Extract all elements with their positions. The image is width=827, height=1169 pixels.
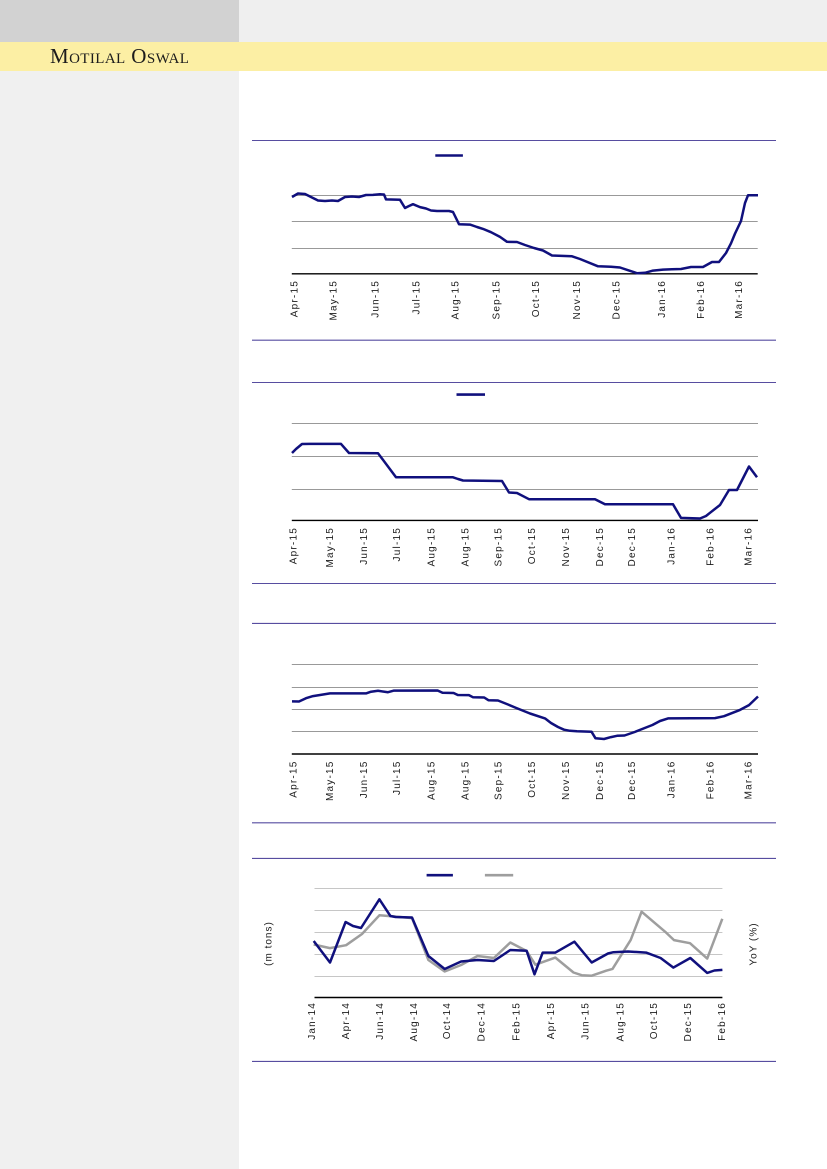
svg-text:Sep-15: Sep-15: [492, 280, 503, 319]
svg-text:Feb-16: Feb-16: [706, 527, 717, 566]
svg-text:Apr-14: Apr-14: [341, 1002, 352, 1039]
svg-text:Oct-15: Oct-15: [531, 280, 542, 317]
svg-text:Feb-16: Feb-16: [696, 280, 707, 319]
svg-text:Jun-15: Jun-15: [581, 1002, 592, 1040]
svg-text:Jun-14: Jun-14: [375, 1002, 386, 1040]
svg-text:Aug-15: Aug-15: [460, 527, 471, 566]
svg-text:May-15: May-15: [325, 761, 336, 802]
svg-text:Dec-15: Dec-15: [612, 280, 623, 319]
svg-text:Jul-15: Jul-15: [392, 527, 403, 561]
svg-text:Dec-15: Dec-15: [595, 527, 606, 566]
svg-text:Jul-15: Jul-15: [392, 761, 403, 795]
svg-text:(m tons): (m tons): [264, 921, 275, 966]
svg-text:Motilal Oswal: Motilal Oswal: [50, 44, 189, 68]
svg-text:Sep-15: Sep-15: [493, 527, 504, 566]
svg-text:Dec-15: Dec-15: [683, 1002, 694, 1041]
svg-text:Oct-15: Oct-15: [649, 1002, 660, 1039]
svg-text:Aug-15: Aug-15: [427, 761, 438, 800]
svg-text:Dec-15: Dec-15: [627, 761, 638, 800]
svg-text:Nov-15: Nov-15: [572, 280, 583, 319]
svg-text:May-15: May-15: [325, 527, 336, 568]
svg-text:Apr-15: Apr-15: [289, 761, 300, 798]
svg-text:Jun-15: Jun-15: [359, 527, 370, 565]
svg-text:Feb-16: Feb-16: [717, 1002, 728, 1041]
svg-text:Apr-15: Apr-15: [290, 280, 301, 317]
svg-text:Jan-16: Jan-16: [667, 761, 678, 799]
svg-text:Jun-15: Jun-15: [371, 280, 382, 318]
svg-text:Aug-15: Aug-15: [427, 527, 438, 566]
svg-text:May-15: May-15: [329, 280, 340, 321]
svg-text:Nov-15: Nov-15: [561, 761, 572, 800]
svg-text:Apr-15: Apr-15: [546, 1002, 557, 1039]
svg-text:Aug-15: Aug-15: [615, 1002, 626, 1041]
svg-text:Feb-16: Feb-16: [706, 761, 717, 800]
svg-text:Aug-15: Aug-15: [460, 761, 471, 800]
svg-text:Dec-15: Dec-15: [595, 761, 606, 800]
svg-text:Aug-15: Aug-15: [451, 280, 462, 319]
svg-text:Mar-16: Mar-16: [734, 280, 745, 319]
svg-text:Sep-15: Sep-15: [493, 761, 504, 800]
svg-text:Dec-15: Dec-15: [627, 527, 638, 566]
svg-text:Jul-15: Jul-15: [411, 280, 422, 314]
svg-text:Jan-14: Jan-14: [307, 1002, 318, 1040]
svg-text:Mar-16: Mar-16: [744, 527, 755, 566]
svg-text:Oct-15: Oct-15: [527, 761, 538, 798]
svg-text:Mar-16: Mar-16: [744, 761, 755, 800]
svg-text:YoY (%): YoY (%): [749, 922, 760, 965]
svg-text:Jun-15: Jun-15: [359, 761, 370, 799]
svg-text:Dec-14: Dec-14: [477, 1002, 488, 1041]
svg-text:Oct-14: Oct-14: [442, 1002, 453, 1039]
svg-text:Apr-15: Apr-15: [289, 527, 300, 564]
svg-text:Aug-14: Aug-14: [409, 1002, 420, 1041]
svg-text:Feb-15: Feb-15: [511, 1002, 522, 1041]
svg-text:Jan-16: Jan-16: [657, 280, 668, 318]
svg-text:Nov-15: Nov-15: [561, 527, 572, 566]
svg-text:Jan-16: Jan-16: [667, 527, 678, 565]
svg-text:Oct-15: Oct-15: [527, 527, 538, 564]
